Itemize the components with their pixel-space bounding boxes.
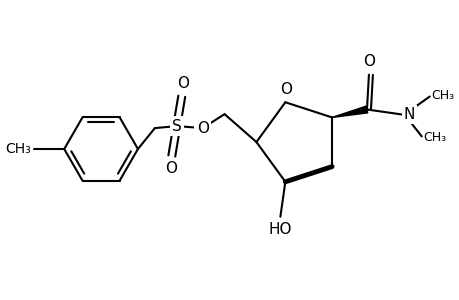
Text: HO: HO <box>268 222 291 237</box>
Text: O: O <box>176 76 188 91</box>
Text: CH₃: CH₃ <box>431 89 454 102</box>
Text: O: O <box>164 161 176 176</box>
Text: O: O <box>362 54 374 69</box>
Text: CH₃: CH₃ <box>423 131 446 144</box>
Text: O: O <box>196 121 208 136</box>
Polygon shape <box>331 106 367 117</box>
Text: S: S <box>172 118 181 134</box>
Text: O: O <box>280 82 292 97</box>
Text: CH₃: CH₃ <box>6 142 31 156</box>
Text: N: N <box>403 107 414 122</box>
